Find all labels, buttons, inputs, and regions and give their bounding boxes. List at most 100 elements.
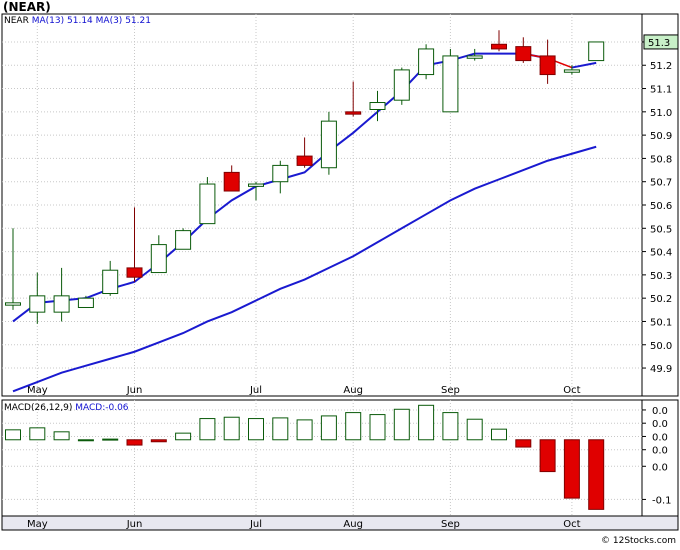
macd-y-tick-label: -0.1	[652, 495, 672, 506]
macd-bar	[442, 412, 459, 441]
candle-body	[369, 102, 386, 110]
macd-x-month-label: Sep	[441, 519, 460, 530]
price-y-tick-label: 50.3	[650, 271, 672, 282]
macd-legend: MACD(26,12,9) MACD:-0.06	[4, 403, 129, 413]
candle-body	[345, 111, 362, 115]
candle-body	[393, 69, 410, 101]
macd-x-month-label: Jun	[126, 519, 143, 530]
candle-body	[77, 297, 94, 308]
last-price-label: 51.3	[648, 38, 670, 49]
macd-y-tick-label: 0.0	[652, 446, 668, 457]
macd-legend-label: MACD(26,12,9)	[4, 403, 73, 413]
price-y-tick-label: 50.0	[650, 341, 672, 352]
candle-body	[466, 55, 483, 59]
macd-bar	[515, 439, 532, 448]
macd-legend-value: MACD:-0.06	[75, 403, 129, 413]
price-y-tick-label: 50.9	[650, 131, 672, 142]
legend-ma13-label: MA(13)	[31, 16, 65, 26]
price-x-month-label: Jun	[126, 385, 143, 396]
macd-bar	[150, 439, 167, 443]
macd-bar	[223, 416, 240, 441]
candle-body	[5, 302, 21, 306]
macd-x-month-label: Jul	[249, 519, 262, 530]
candle-body	[272, 164, 289, 183]
price-y-tick-label: 51.1	[650, 85, 672, 96]
ma13-line	[12, 145, 597, 393]
macd-bar	[320, 415, 337, 441]
price-x-month-label: Sep	[441, 385, 460, 396]
legend-symbol: NEAR	[4, 16, 29, 26]
macd-bar	[272, 417, 289, 441]
legend-ma13-value: 51.14	[67, 16, 93, 26]
macd-x-month-label: May	[27, 519, 48, 530]
legend-ma3-label: MA(3)	[95, 16, 123, 26]
price-y-tick-label: 49.9	[650, 364, 672, 375]
macd-bar	[248, 418, 264, 441]
macd-bar	[77, 439, 94, 442]
candle-body	[53, 295, 70, 313]
macd-bar	[175, 432, 192, 441]
price-y-tick-label: 50.1	[650, 317, 672, 328]
macd-bar	[53, 431, 70, 441]
price-x-month-label: Aug	[343, 385, 363, 396]
macd-bar	[5, 429, 21, 441]
candle-body	[29, 295, 46, 313]
macd-bar	[539, 439, 556, 473]
price-x-month-label: May	[27, 385, 48, 396]
price-x-month-label: Jul	[249, 385, 262, 396]
candle-body	[418, 48, 435, 76]
candle-body	[442, 55, 459, 113]
macd-bar	[491, 428, 507, 441]
price-panel-frame	[1, 13, 679, 397]
price-y-tick-label: 50.6	[650, 201, 672, 212]
price-y-tick-label: 50.5	[650, 224, 672, 235]
candle-body	[588, 41, 605, 62]
chart-title: (NEAR)	[3, 0, 51, 14]
last-price-box	[643, 34, 679, 50]
ma3-line-tail	[571, 61, 597, 69]
macd-bar	[418, 404, 435, 441]
candle-body	[150, 244, 167, 274]
macd-y-tick-label: 0.0	[652, 432, 668, 443]
macd-y-tick-label: 0.0	[652, 419, 668, 430]
price-x-month-label: Oct	[563, 385, 580, 396]
candle-body	[199, 183, 216, 225]
price-y-tick-label: 50.8	[650, 154, 672, 165]
candle-body	[320, 120, 337, 169]
macd-bar	[466, 418, 483, 441]
macd-bar	[393, 408, 410, 441]
macd-bar	[126, 439, 143, 446]
macd-y-tick-label: 0.0	[652, 406, 668, 417]
candle-body	[102, 269, 119, 295]
legend-ma3-value: 51.21	[125, 16, 151, 26]
macd-x-month-label: Aug	[343, 519, 363, 530]
candle-body	[175, 230, 192, 250]
price-legend: NEAR MA(13) 51.14 MA(3) 51.21	[4, 16, 151, 26]
candle-body	[248, 183, 264, 187]
candle-body	[563, 69, 580, 73]
macd-x-month-label: Oct	[563, 519, 580, 530]
price-y-tick-label: 51.2	[650, 61, 672, 72]
price-y-tick-label: 50.2	[650, 294, 672, 305]
macd-bar	[345, 412, 362, 441]
x-axis-band	[1, 515, 679, 531]
macd-bar	[199, 418, 216, 441]
macd-bar	[563, 439, 580, 499]
macd-bar	[588, 439, 605, 510]
price-y-tick-label: 50.7	[650, 178, 672, 189]
candle-body	[515, 46, 532, 62]
candle-body	[126, 267, 143, 278]
macd-y-tick-label: 0.0	[652, 462, 668, 473]
candle-body	[296, 155, 313, 166]
macd-bar	[369, 414, 386, 441]
candle-body	[539, 55, 556, 76]
candle-body	[223, 171, 240, 192]
price-y-tick-label: 50.4	[650, 248, 672, 259]
candle-body	[491, 43, 507, 50]
macd-bar	[296, 419, 313, 441]
macd-bar	[102, 438, 119, 441]
watermark: © 12Stocks.com	[601, 536, 676, 546]
macd-bar	[29, 427, 46, 441]
